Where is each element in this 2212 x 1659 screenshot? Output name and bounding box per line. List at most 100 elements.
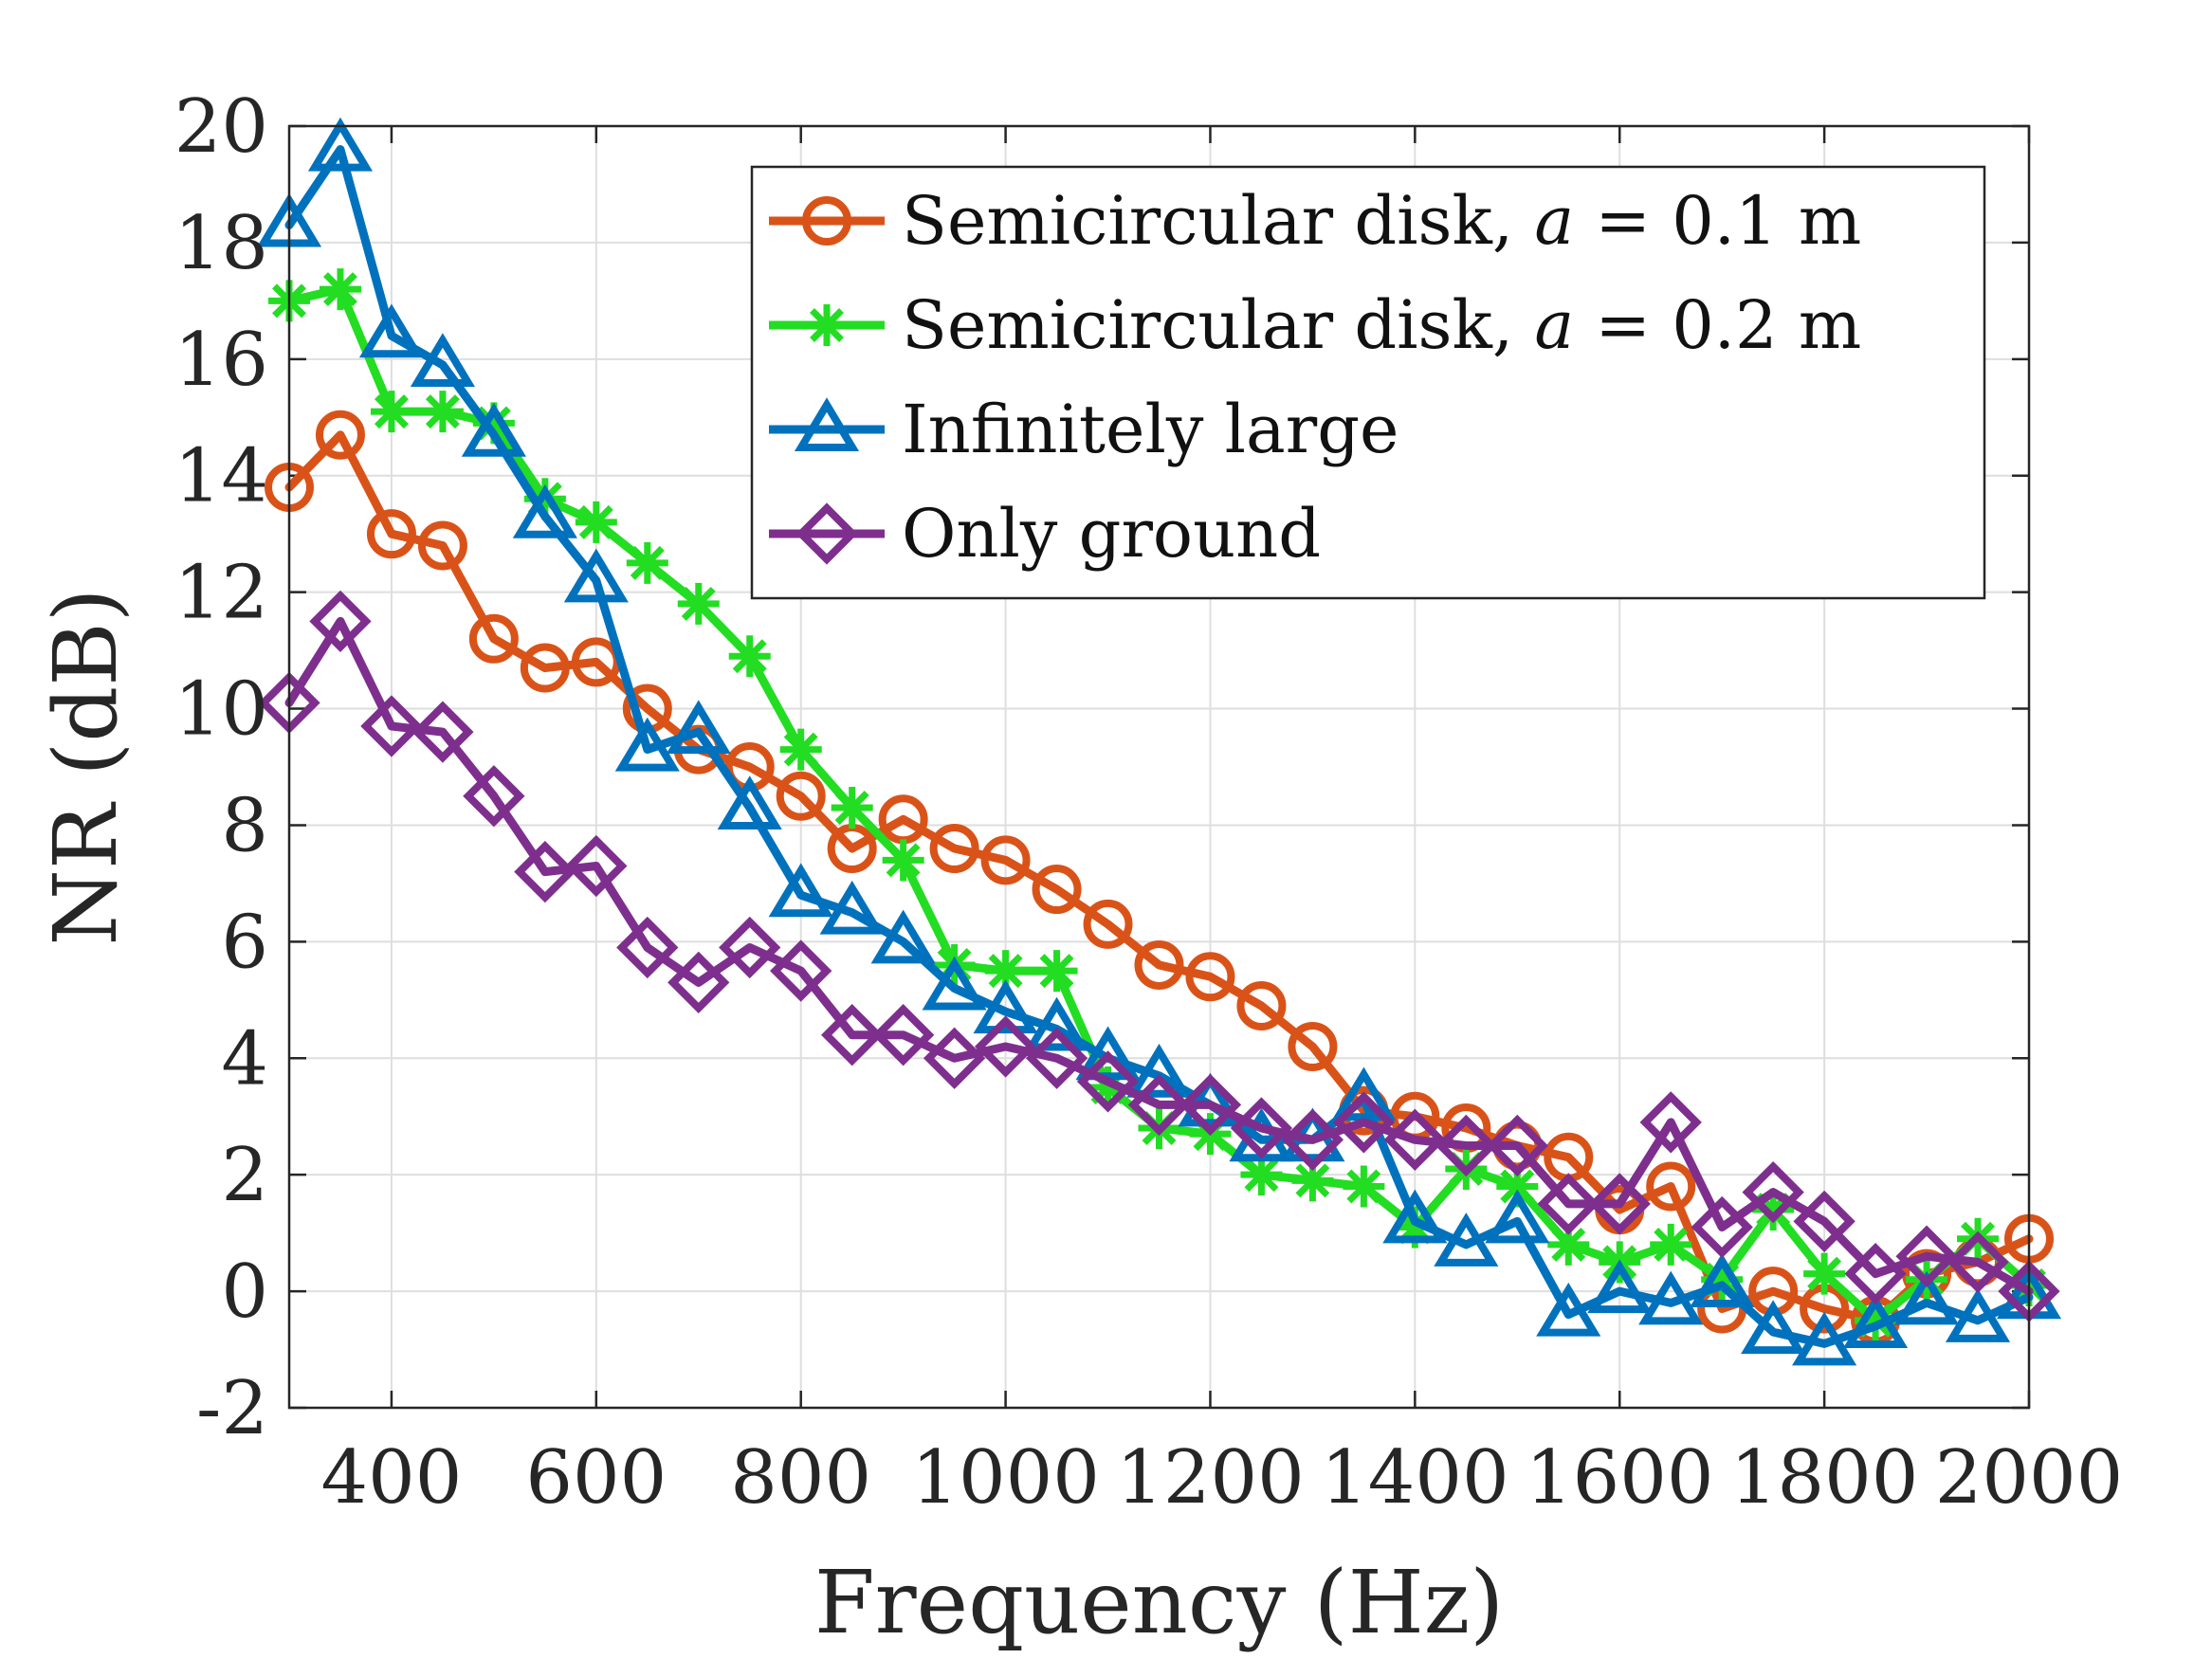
legend-label: Infinitely large xyxy=(902,391,1398,468)
data-point-diamond xyxy=(514,840,576,903)
data-point-asterisk xyxy=(1035,950,1078,993)
data-point-diamond xyxy=(1639,1091,1702,1154)
x-tick-label: 400 xyxy=(320,1435,462,1521)
data-point-circle xyxy=(520,643,570,693)
data-point-asterisk xyxy=(882,839,924,882)
data-point-triangle xyxy=(512,483,577,538)
data-point-asterisk xyxy=(1650,1223,1692,1266)
y-tick-label: 0 xyxy=(221,1249,268,1335)
data-point-circle xyxy=(1032,865,1082,915)
data-point-asterisk xyxy=(472,402,515,445)
data-point-diamond xyxy=(871,1004,935,1066)
legend-label-prefix: Semicircular disk, xyxy=(902,286,1534,364)
x-tick-label: 1600 xyxy=(1526,1435,1714,1521)
data-point-triangle xyxy=(1382,1189,1448,1244)
y-tick-label: -2 xyxy=(196,1366,268,1451)
data-point-asterisk xyxy=(728,635,771,678)
x-tick-label: 1800 xyxy=(1730,1435,1919,1521)
y-tick-label: 6 xyxy=(221,900,268,985)
data-point-diamond xyxy=(616,916,679,979)
y-tick-label: 18 xyxy=(174,201,268,286)
y-tick-label: 10 xyxy=(174,667,268,753)
data-point-triangle xyxy=(1434,1212,1499,1267)
data-point-asterisk xyxy=(370,391,412,433)
data-point-triangle xyxy=(614,717,680,772)
data-point-diamond xyxy=(821,1004,884,1066)
data-point-asterisk xyxy=(1855,1299,1897,1341)
data-point-diamond xyxy=(923,1027,986,1089)
data-point-triangle xyxy=(1792,1311,1857,1366)
legend-swatch-marker xyxy=(794,397,860,451)
plot-area-frame xyxy=(287,124,2031,1410)
y-tick-label: 4 xyxy=(221,1016,268,1102)
legend-item: Semicircular disk, a = 0.1 m xyxy=(769,182,1861,260)
data-point-asterisk xyxy=(1752,1189,1795,1231)
data-point-diamond xyxy=(1025,1027,1088,1089)
data-point-triangle xyxy=(922,956,987,1011)
data-point-triangle xyxy=(768,863,833,918)
data-point-asterisk xyxy=(575,501,617,543)
data-point-circle xyxy=(315,410,365,460)
data-point-triangle xyxy=(1843,1294,1909,1348)
data-point-circle xyxy=(1185,952,1235,1002)
data-point-circle xyxy=(417,520,467,571)
x-tick-label: 600 xyxy=(525,1435,667,1521)
data-point-diamond xyxy=(1486,1114,1548,1177)
legend-label-suffix: = 0.2 m xyxy=(1574,286,1861,364)
legend-swatch-marker xyxy=(795,502,858,565)
data-point-triangle xyxy=(461,402,526,457)
data-point-diamond xyxy=(1127,1073,1191,1137)
data-point-triangle xyxy=(1536,1282,1601,1337)
legend-label-variable: a xyxy=(1534,286,1574,364)
data-point-asterisk xyxy=(626,541,668,584)
data-point-diamond xyxy=(1947,1231,2009,1294)
data-point-triangle xyxy=(1587,1259,1653,1314)
x-axis-title: Frequency (Hz) xyxy=(814,1552,1504,1653)
data-point-triangle xyxy=(1485,1189,1550,1244)
data-point-diamond xyxy=(1895,1225,1958,1287)
legend-label: Only ground xyxy=(902,495,1321,573)
legend-label-prefix: Only ground xyxy=(902,495,1321,573)
data-point-diamond xyxy=(1742,1160,1804,1224)
data-point-diamond xyxy=(1230,1097,1293,1159)
y-tick-label: 2 xyxy=(221,1133,268,1218)
legend-label-variable: a xyxy=(1534,182,1574,260)
data-point-triangle xyxy=(1331,1066,1397,1121)
data-point-diamond xyxy=(1332,1091,1396,1154)
data-point-triangle xyxy=(307,117,374,172)
y-tick-label: 20 xyxy=(174,84,268,170)
data-point-triangle xyxy=(717,775,782,830)
y-tick-label: 14 xyxy=(174,434,268,520)
x-tick-label: 1200 xyxy=(1116,1435,1305,1521)
legend-swatch-marker xyxy=(802,196,851,246)
data-point-triangle xyxy=(1638,1270,1704,1325)
x-tick-label: 1400 xyxy=(1321,1435,1509,1521)
x-tick-label: 1000 xyxy=(911,1435,1100,1521)
data-point-circle xyxy=(1083,899,1133,949)
data-point-circle xyxy=(468,613,519,664)
data-point-diamond xyxy=(1383,1108,1447,1171)
data-point-triangle xyxy=(870,909,936,964)
data-point-triangle xyxy=(1945,1288,2011,1342)
y-axis-title: NR (dB) xyxy=(35,588,137,945)
data-point-circle xyxy=(929,824,979,874)
data-point-circle xyxy=(1288,1021,1338,1071)
data-point-asterisk xyxy=(1701,1258,1744,1301)
data-point-triangle xyxy=(666,700,731,755)
data-point-triangle xyxy=(563,548,629,603)
data-point-diamond xyxy=(565,834,628,898)
x-tick-label: 2000 xyxy=(1935,1435,2124,1521)
legend-box xyxy=(750,165,1986,600)
y-tick-label: 16 xyxy=(174,318,268,403)
data-point-triangle xyxy=(1893,1270,1960,1325)
data-point-triangle xyxy=(410,333,475,387)
legend-label-prefix: Semicircular disk, xyxy=(902,182,1534,260)
data-point-diamond xyxy=(1076,1050,1140,1113)
axis-ticks xyxy=(289,124,2031,1410)
data-point-triangle xyxy=(1126,1043,1192,1098)
data-point-triangle xyxy=(358,303,425,358)
data-point-asterisk xyxy=(1343,1165,1385,1208)
data-point-diamond xyxy=(360,695,423,757)
data-point-diamond xyxy=(1793,1190,1856,1253)
